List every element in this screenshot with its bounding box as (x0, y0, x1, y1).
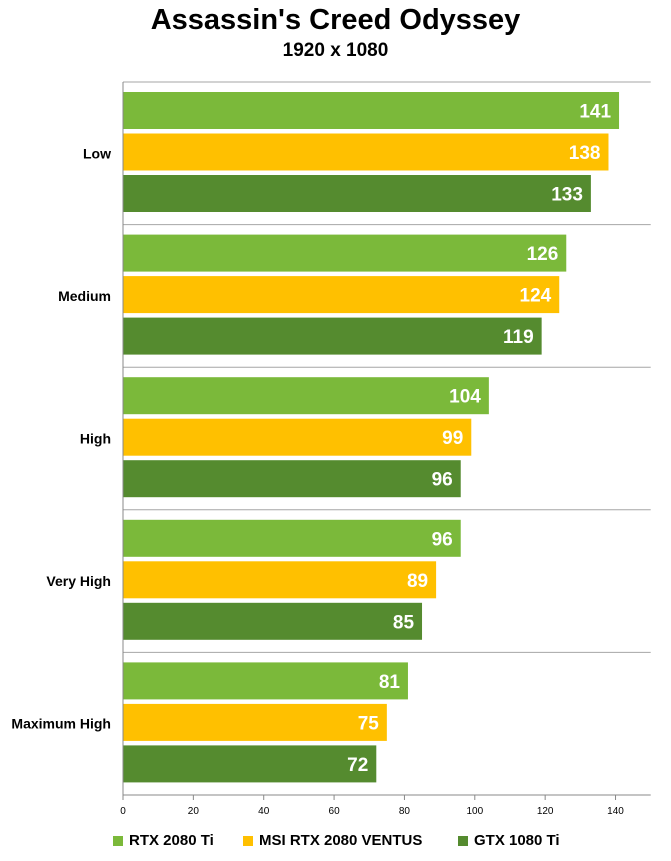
legend: RTX 2080 Ti MSI RTX 2080 VENTUS GTX 1080… (0, 832, 671, 854)
legend-item-gtx-1080-ti: GTX 1080 Ti (458, 832, 560, 849)
bar (123, 418, 472, 456)
x-tick-label: 60 (329, 806, 341, 817)
axes: Low Medium High Very High Maximum High 0 20 40 6… (11, 82, 651, 817)
bar (123, 703, 387, 741)
bar (123, 317, 542, 355)
bar-value-label: 81 (379, 672, 401, 693)
bar-value-label: 138 (569, 143, 601, 164)
chart-subtitle: 1920 x 1080 (282, 40, 389, 61)
legend-swatch (243, 835, 253, 846)
bar (123, 276, 560, 314)
legend-swatch (113, 835, 123, 846)
bar-value-label: 119 (503, 327, 534, 348)
bar (123, 175, 591, 212)
bar-value-label: 124 (520, 286, 552, 307)
legend-item-rtx-2080-ti: RTX 2080 Ti (113, 832, 214, 849)
bar (123, 377, 489, 415)
x-tick-label: 100 (466, 806, 483, 817)
bar-value-label: 133 (551, 185, 583, 206)
bar-value-label: 104 (449, 387, 481, 408)
category-label: Very High (46, 573, 111, 589)
legend-label: RTX 2080 Ti (129, 832, 214, 849)
bar (123, 234, 567, 272)
bar (123, 92, 620, 129)
chart-title: Assassin's Creed Odyssey (150, 4, 521, 36)
bar-value-label: 96 (432, 470, 453, 491)
bars: 141 126 104 96 81 138 124 99 89 75 133 119 96 85 72 (123, 92, 620, 783)
legend-swatch (458, 835, 468, 846)
bar-value-label: 141 (579, 102, 611, 123)
bar-value-label: 85 (393, 612, 415, 633)
legend-label: GTX 1080 Ti (474, 832, 560, 849)
bar (123, 602, 423, 640)
bar-value-label: 99 (442, 428, 463, 449)
legend-label: MSI RTX 2080 VENTUS (259, 832, 423, 849)
x-tick-label: 20 (188, 806, 200, 817)
bar (123, 133, 609, 171)
bar (123, 662, 408, 700)
x-tick-label: 40 (258, 806, 270, 817)
bar (123, 519, 461, 557)
legend-item-msi-rtx-2080-ventus: MSI RTX 2080 VENTUS (243, 832, 422, 849)
category-label: High (80, 431, 111, 447)
bar-value-label: 75 (358, 713, 380, 734)
category-label: Low (83, 145, 111, 161)
bar (123, 745, 377, 783)
bar-value-label: 72 (347, 755, 368, 776)
x-tick-label: 120 (537, 806, 554, 817)
bar (123, 561, 437, 599)
category-label: Maximum High (11, 716, 111, 732)
grid-lines (123, 81, 651, 653)
bar-value-label: 89 (407, 571, 428, 592)
category-label: Medium (58, 288, 111, 304)
bar-value-label: 96 (432, 529, 453, 550)
bar (123, 460, 461, 498)
x-tick-label: 140 (607, 806, 624, 817)
bar-value-label: 126 (527, 244, 559, 265)
x-tick-label: 80 (399, 806, 411, 817)
x-tick-label: 0 (120, 806, 126, 817)
